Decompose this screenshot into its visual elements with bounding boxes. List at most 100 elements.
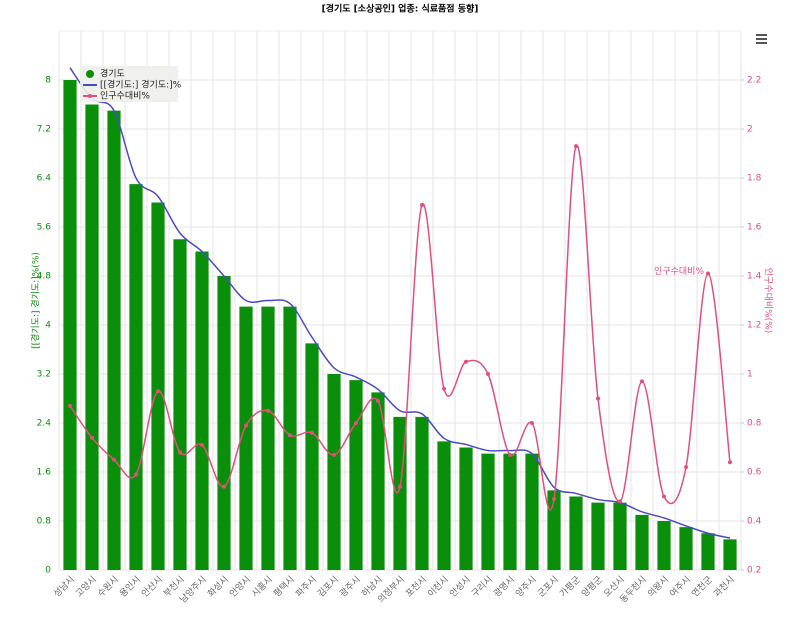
line-marker [420, 202, 424, 207]
y2-tick-label: 0.6 [747, 468, 762, 478]
y-tick-label: 0.8 [37, 517, 52, 527]
line-marker [618, 499, 622, 504]
bar [723, 539, 737, 570]
x-tick-label: 광주시 [337, 573, 363, 599]
line-marker [508, 452, 512, 457]
x-tick-label: 의왕시 [646, 574, 671, 599]
bar [635, 514, 649, 570]
line-marker [310, 430, 314, 435]
y2-tick-label: 1.2 [747, 321, 761, 331]
line-marker [596, 396, 600, 401]
bar [371, 392, 385, 570]
x-tick-label: 이천시 [426, 574, 451, 599]
line-marker [222, 484, 226, 489]
line-marker [662, 494, 666, 499]
bar [591, 502, 605, 570]
menu-bar [756, 38, 767, 40]
bar [437, 441, 451, 570]
line-marker [90, 435, 94, 440]
line-marker [684, 465, 688, 470]
bar [239, 306, 253, 570]
bar [261, 306, 275, 570]
line-marker [530, 421, 534, 425]
y-tick-label: 8 [45, 76, 51, 86]
y-tick-label: 7.2 [37, 125, 51, 135]
x-tick-label: 연천군 [690, 574, 715, 599]
y2-tick-label: 0.4 [747, 517, 762, 527]
line-marker [398, 484, 402, 489]
bar [701, 533, 715, 570]
x-tick-label: 군포시 [536, 574, 561, 599]
x-tick-label: 시흥시 [249, 573, 275, 599]
bar [195, 251, 209, 570]
y2-tick-label: 2.2 [747, 76, 761, 86]
x-tick-label: 안양시 [228, 574, 253, 599]
bar [349, 380, 363, 570]
bar [63, 80, 77, 570]
x-tick-label: 고양시 [74, 574, 99, 599]
bar [283, 306, 297, 570]
line-marker [464, 359, 468, 364]
x-tick-label: 여주시 [667, 573, 693, 599]
x-tick-label: 양평군 [580, 574, 605, 599]
bar [481, 453, 495, 570]
bar [657, 521, 671, 570]
bar [415, 416, 429, 570]
bar [525, 453, 539, 570]
line-marker [156, 389, 160, 394]
line-marker [288, 433, 292, 438]
x-tick-label: 성남시 [52, 574, 77, 599]
y2-tick-label: 1.4 [747, 272, 762, 282]
bar [85, 104, 99, 570]
legend-swatch [86, 70, 94, 78]
line-marker [200, 443, 204, 448]
legend-label: 경기도 [100, 68, 125, 80]
legend: 경기도[[경기도:] 경기도:]%인구수대비% [80, 66, 182, 102]
line-marker [332, 452, 336, 457]
bar [173, 239, 187, 570]
x-tick-label: 안산시 [140, 574, 165, 599]
line-marker [574, 144, 578, 149]
y2-tick-label: 0.8 [747, 419, 762, 429]
bar [151, 202, 165, 570]
bar [327, 374, 341, 570]
y-tick-label: 4.8 [37, 272, 52, 282]
line-marker [134, 472, 138, 477]
bar [129, 184, 143, 570]
y-tick-label: 3.2 [37, 370, 51, 380]
x-tick-label: 구리시 [470, 574, 495, 599]
bar [305, 343, 319, 570]
x-tick-label: 가평군 [558, 574, 583, 599]
x-tick-label: 파주시 [294, 574, 319, 599]
line-marker [178, 450, 182, 455]
y-tick-label: 2.4 [37, 419, 52, 429]
y2-tick-label: 1.8 [747, 174, 762, 184]
x-tick-label: 포천시 [404, 574, 429, 599]
x-tick-label: 수원시 [96, 574, 121, 599]
line-marker [706, 271, 710, 276]
menu-icon[interactable] [756, 34, 767, 44]
line-marker [728, 460, 732, 465]
line-marker [376, 398, 380, 403]
legend-label: 인구수대비% [100, 91, 150, 102]
menu-bar [756, 42, 767, 44]
x-tick-label: 양주시 [514, 574, 539, 599]
bar [569, 496, 583, 570]
x-tick-label: 안성시 [448, 574, 473, 599]
bar [107, 110, 121, 570]
line-marker [266, 408, 270, 413]
bar [503, 453, 517, 570]
y-tick-label: 4 [45, 321, 51, 331]
legend-label: [[경기도:] 경기도:]% [100, 79, 182, 91]
y-tick-label: 0 [45, 566, 51, 576]
x-tick-label: 평택시 [272, 574, 297, 599]
y-axis-label: [[경기도:] 경기도:]%(%) [30, 252, 42, 349]
menu-bar [756, 34, 767, 36]
line-marker [354, 421, 358, 425]
line-marker [640, 379, 644, 384]
bar [613, 502, 627, 570]
y-tick-label: 5.6 [37, 223, 52, 233]
bar [217, 276, 231, 570]
y2-axis-label: 인구수대비%(%) [763, 268, 774, 334]
x-tick-label: 용인시 [118, 574, 143, 599]
